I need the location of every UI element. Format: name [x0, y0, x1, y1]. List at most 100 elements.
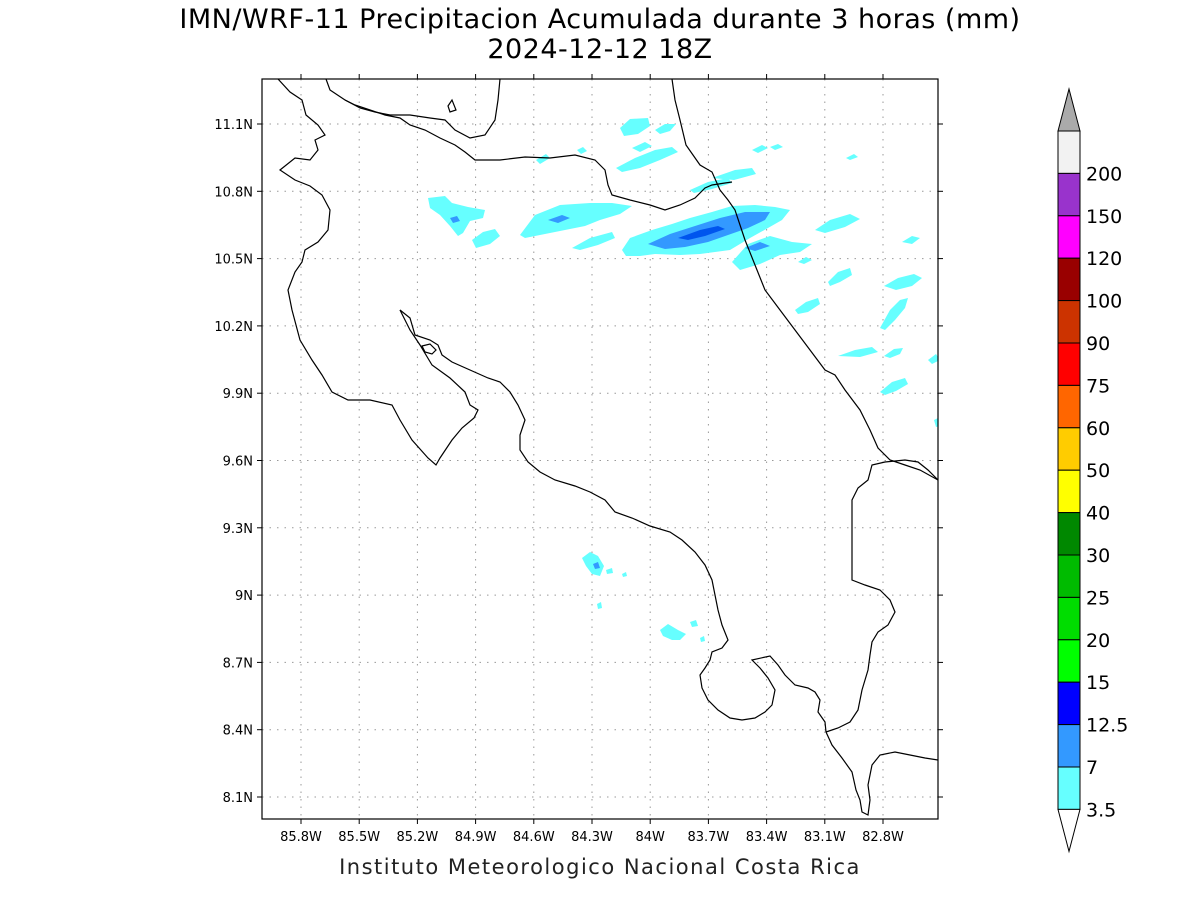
- colorbar-label: 30: [1086, 545, 1110, 567]
- precip-area: [572, 232, 615, 250]
- colorbar-label: 120: [1086, 248, 1122, 270]
- precip-area: [472, 229, 500, 248]
- footer-credit: Instituto Meteorologico Nacional Costa R…: [339, 855, 861, 879]
- map-valid-time: 2024-12-12 18Z: [487, 34, 713, 65]
- precip-area: [622, 572, 627, 577]
- colorbar-swatch: [1057, 639, 1081, 683]
- precip-area: [450, 216, 460, 223]
- precip-area: [828, 268, 852, 286]
- x-tick-label: 85.8W: [280, 830, 322, 845]
- x-tick-label: 84W: [635, 830, 665, 845]
- precip-area: [606, 568, 613, 574]
- precip-area: [577, 147, 587, 154]
- precip-area: [752, 145, 768, 153]
- axis-ticks: 85.8W 85.5W 85.2W 84.9W 84.6W 84.3W 84W 83.7W 83…: [214, 74, 943, 845]
- x-tick-label: 84.9W: [455, 830, 497, 845]
- precip-area: [884, 348, 903, 358]
- precip-area: [536, 154, 550, 164]
- precip-area: [846, 154, 858, 160]
- colorbar-label: 50: [1086, 460, 1110, 482]
- nicaragua-costa-rica-border: [325, 79, 733, 211]
- colorbar-swatch: [1057, 342, 1081, 386]
- precip-area: [593, 562, 600, 569]
- map-title: IMN/WRF-11 Precipitacion Acumulada duran…: [179, 4, 1021, 35]
- colorbar-label: 90: [1086, 333, 1110, 355]
- colorbar-label: 75: [1086, 375, 1110, 397]
- precip-area: [795, 298, 820, 314]
- x-tick-label: 82.8W: [862, 830, 904, 845]
- y-tick-label: 10.2N: [214, 320, 253, 335]
- precip-area: [655, 124, 676, 134]
- precip-area: [770, 144, 783, 150]
- x-tick-label: 83.4W: [746, 830, 788, 845]
- precip-area: [428, 196, 485, 236]
- colorbar-label: 200: [1086, 163, 1122, 185]
- precip-area: [712, 168, 756, 180]
- precip-area: [660, 624, 686, 640]
- colorbar-label: 100: [1086, 291, 1122, 313]
- colorbar-swatch: [1057, 766, 1081, 810]
- lake-nicaragua-shore: [344, 79, 501, 139]
- colorbar-label: 60: [1086, 418, 1110, 440]
- precip-area: [880, 298, 908, 330]
- colorbar-swatch: [1057, 300, 1081, 344]
- y-tick-label: 9.3N: [223, 522, 253, 537]
- colorbar-swatch: [1057, 469, 1081, 514]
- colorbar-swatch: [1057, 554, 1081, 598]
- caribbean-coast: [719, 189, 938, 481]
- map-grid: [262, 79, 938, 819]
- x-tick-label: 84.3W: [571, 830, 613, 845]
- y-tick-label: 9.9N: [223, 387, 253, 402]
- precip-area: [838, 347, 878, 357]
- precip-area: [902, 236, 920, 244]
- coastline-layer: [277, 79, 938, 816]
- river-border: [671, 79, 721, 191]
- nicaragua-coast: [277, 79, 479, 466]
- precip-area: [745, 242, 770, 251]
- colorbar-swatch: [1057, 681, 1081, 726]
- colorbar-label: 12.5: [1086, 715, 1128, 737]
- colorbar-swatch: [1057, 724, 1081, 768]
- colorbar-label: 40: [1086, 503, 1110, 525]
- colorbar-swatch: [1057, 215, 1081, 259]
- colorbar-swatch: [1057, 596, 1081, 641]
- colorbar-swatch: [1057, 384, 1081, 429]
- y-tick-label: 8.4N: [223, 724, 253, 739]
- precip-layer: [428, 118, 938, 642]
- x-tick-label: 84.6W: [513, 830, 555, 845]
- colorbar-top-arrow: [1057, 87, 1081, 132]
- colorbar-swatch: [1057, 257, 1081, 302]
- precip-area: [690, 620, 698, 627]
- colorbar-swatch: [1057, 172, 1081, 217]
- precip-area: [815, 214, 860, 233]
- colorbar-bottom-arrow: [1057, 808, 1081, 854]
- colorbar-label: 7: [1086, 757, 1098, 779]
- y-tick-label: 8.7N: [223, 656, 253, 671]
- colorbar-label: 150: [1086, 206, 1122, 228]
- panama-border: [825, 459, 938, 733]
- precip-area: [934, 418, 938, 427]
- osa-peninsula: [825, 731, 938, 816]
- pacific-coast-central: [399, 309, 827, 733]
- precip-area: [798, 257, 812, 264]
- colorbar-swatch: [1057, 130, 1081, 174]
- x-tick-label: 83.7W: [687, 830, 729, 845]
- precip-area: [884, 274, 922, 290]
- y-tick-label: 8.1N: [223, 791, 253, 806]
- precip-area: [616, 147, 678, 172]
- colorbar-label: 20: [1086, 630, 1110, 652]
- colorbar-label: 3.5: [1086, 799, 1116, 821]
- colorbar-swatch: [1057, 512, 1081, 556]
- precip-area: [632, 142, 652, 152]
- x-tick-label: 85.5W: [338, 830, 380, 845]
- precip-area: [928, 354, 938, 364]
- map-frame: [261, 78, 939, 820]
- colorbar-label: 15: [1086, 672, 1110, 694]
- y-tick-label: 10.5N: [214, 253, 253, 268]
- precip-area: [620, 118, 650, 136]
- precip-area: [548, 215, 570, 223]
- y-tick-label: 10.8N: [214, 185, 253, 200]
- precip-area: [700, 636, 705, 642]
- gulf-island: [421, 343, 437, 355]
